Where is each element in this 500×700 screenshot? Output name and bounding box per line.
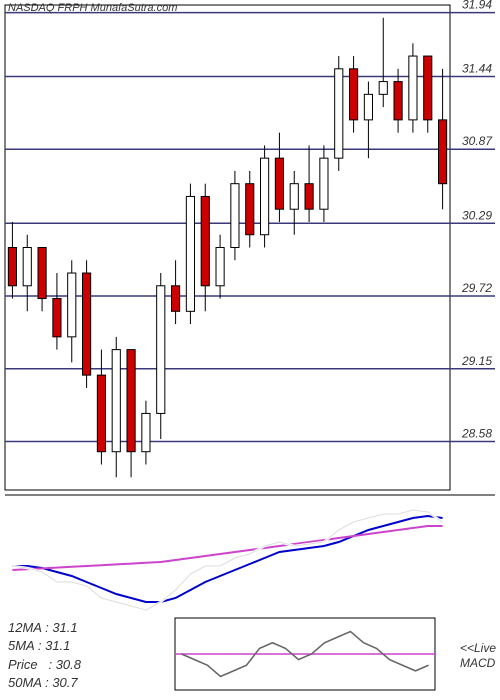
- svg-text:31.94: 31.94: [462, 0, 492, 12]
- svg-text:29.72: 29.72: [461, 281, 492, 295]
- svg-text:30.29: 30.29: [462, 208, 492, 222]
- svg-text:31.44: 31.44: [462, 61, 492, 75]
- ma12-row: 12MA : 31.1: [8, 619, 81, 637]
- svg-text:28.58: 28.58: [461, 427, 492, 441]
- chart-container: 31.94 31.44 30.87 30.29 29.72 29.15 28.58 NASD…: [0, 0, 500, 700]
- ticker-label: FRPH: [58, 2, 88, 14]
- ma50-row: 50MA : 30.7: [8, 674, 81, 692]
- macd-label: <<Live MACD: [460, 641, 496, 670]
- price-chart: 31.94 31.44 30.87 30.29 29.72 29.15 28.58: [0, 0, 500, 700]
- price-row: Price : 30.8: [8, 656, 81, 674]
- indicator-info: 12MA : 31.1 5MA : 31.1 Price : 30.8 50MA…: [8, 619, 81, 692]
- exchange-label: NASDAQ: [8, 2, 54, 14]
- svg-text:29.15: 29.15: [461, 354, 492, 368]
- source-label: MunafaSutra.com: [91, 2, 178, 14]
- chart-header: NASDAQ FRPH MunafaSutra.com: [8, 2, 177, 14]
- svg-text:30.87: 30.87: [462, 134, 493, 148]
- ma5-row: 5MA : 31.1: [8, 637, 81, 655]
